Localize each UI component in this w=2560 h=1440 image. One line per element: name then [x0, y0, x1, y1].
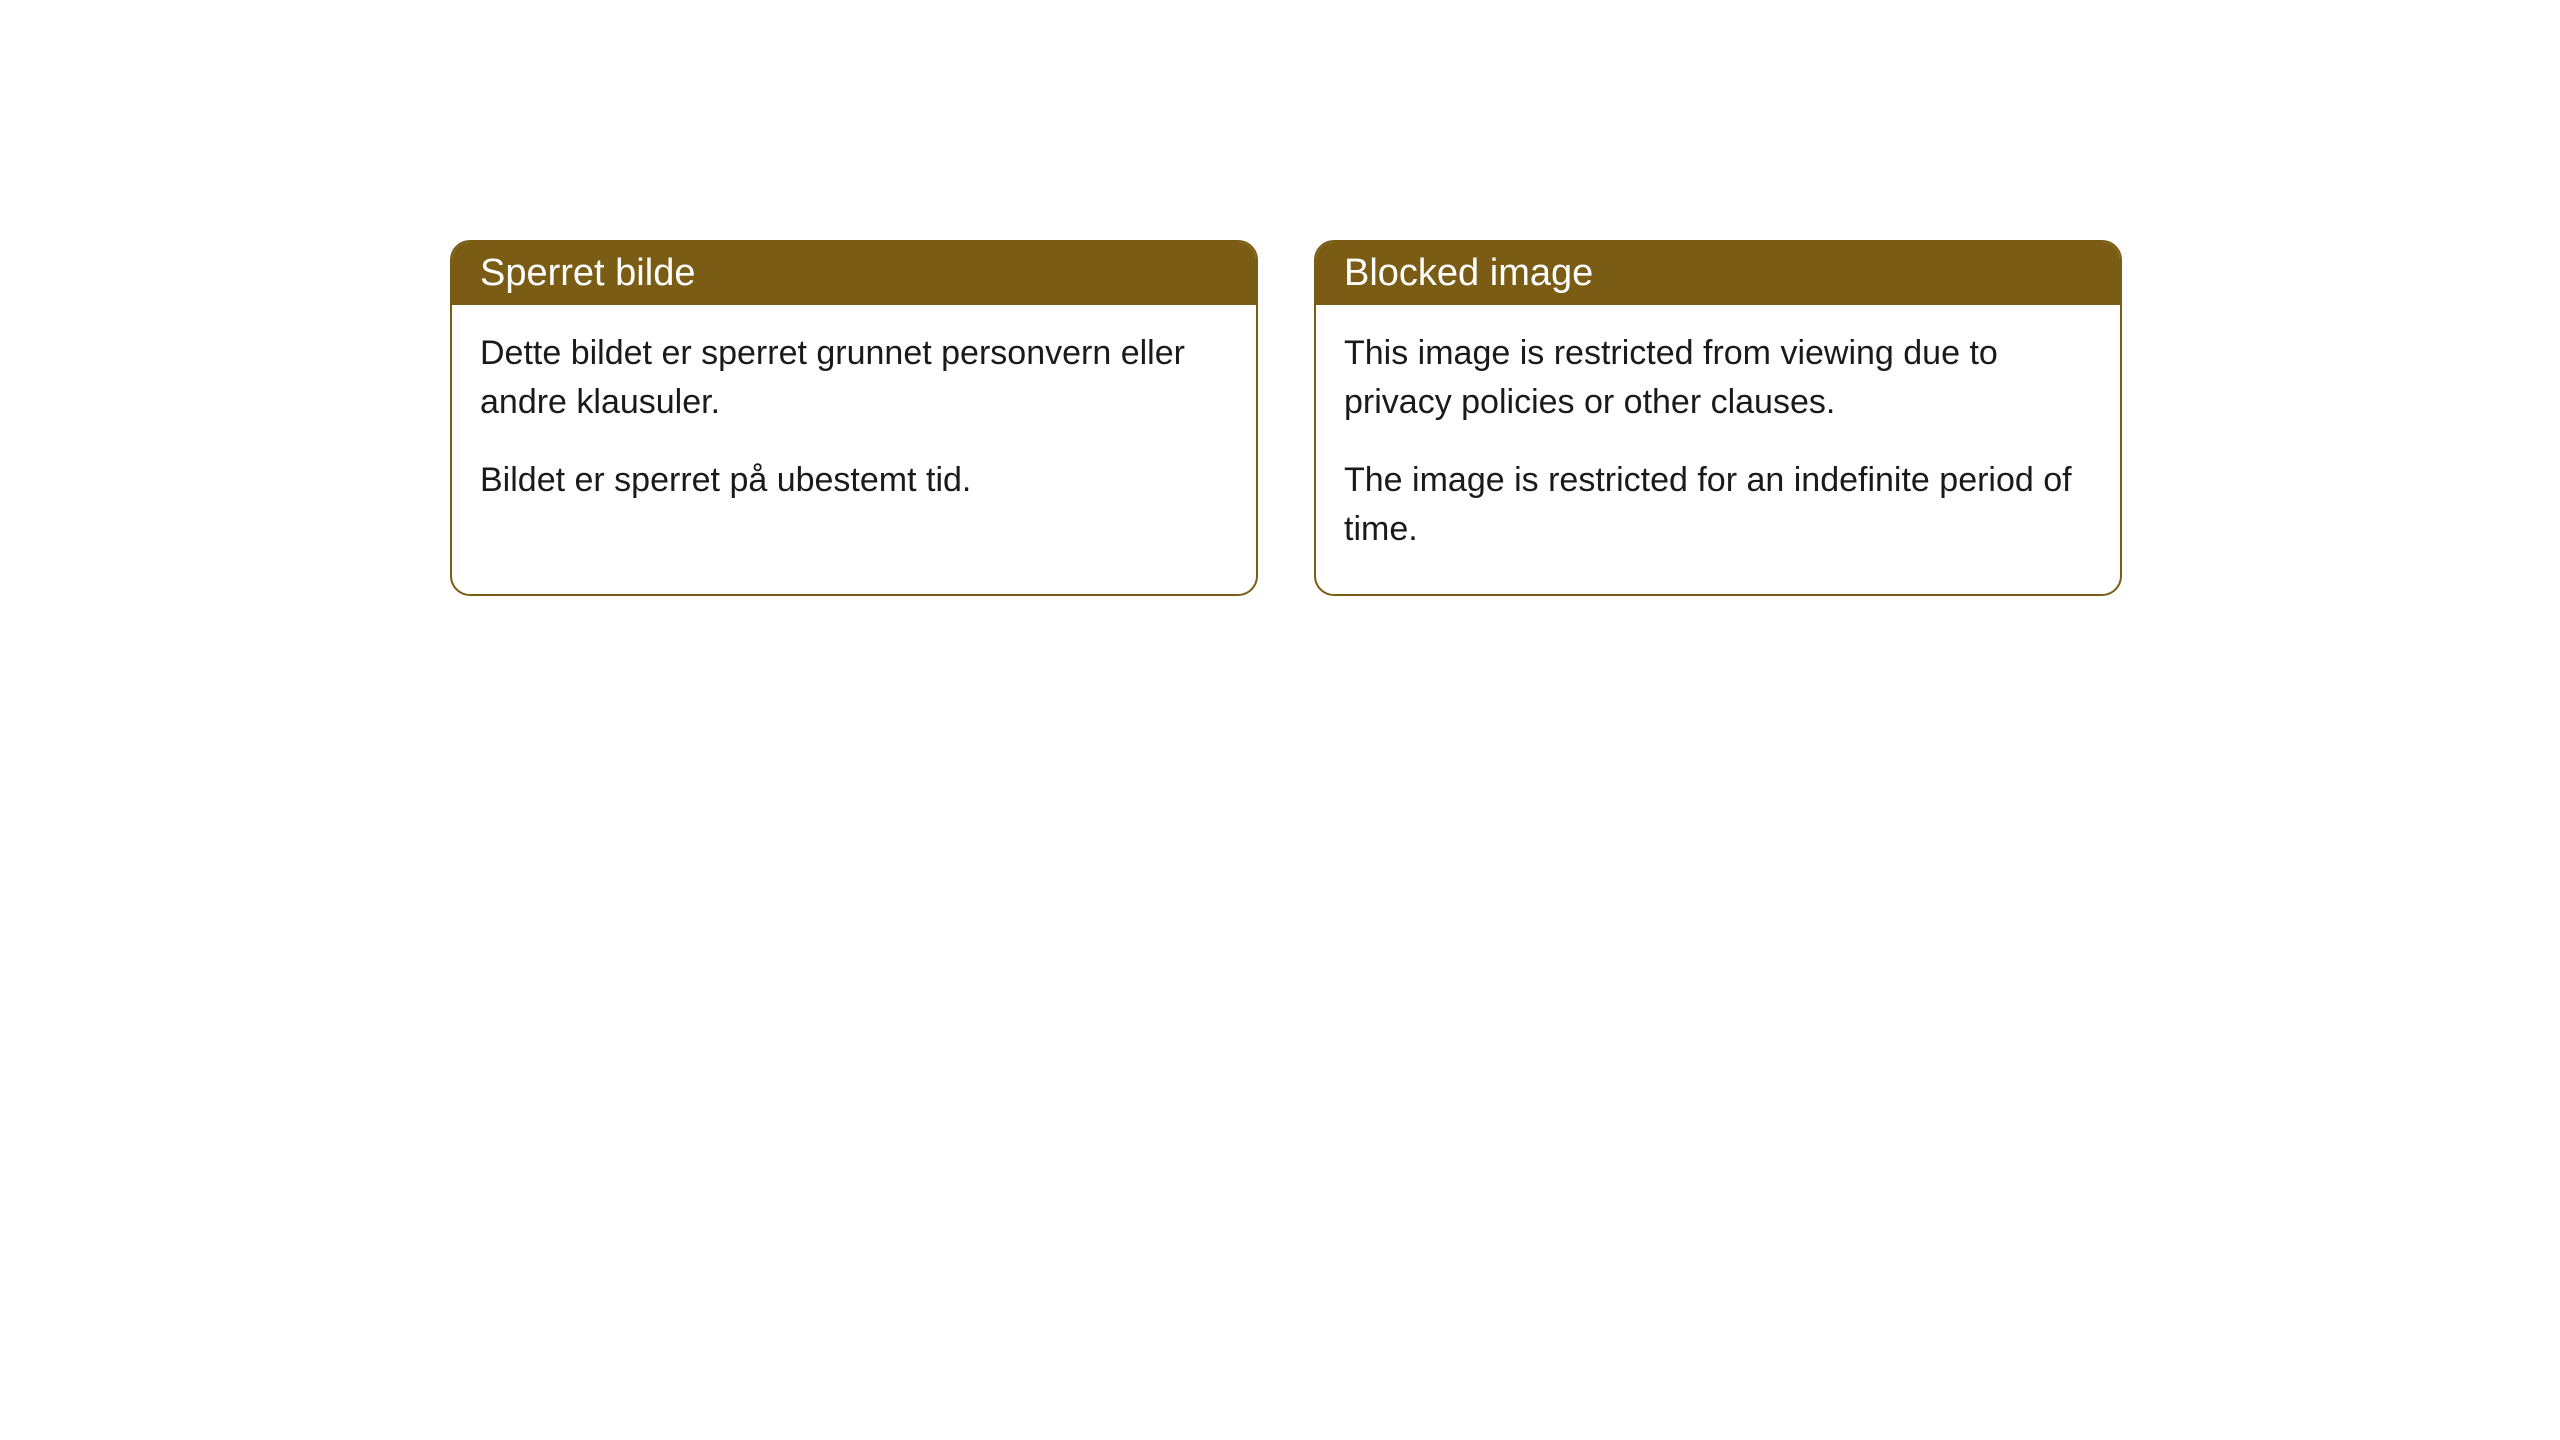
notice-card-paragraph: Dette bildet er sperret grunnet personve… [480, 329, 1228, 428]
notice-card-english: Blocked image This image is restricted f… [1314, 240, 2122, 596]
notice-card-norwegian: Sperret bilde Dette bildet er sperret gr… [450, 240, 1258, 596]
notice-card-body: This image is restricted from viewing du… [1316, 305, 2120, 594]
notice-cards-container: Sperret bilde Dette bildet er sperret gr… [450, 240, 2122, 596]
notice-card-paragraph: This image is restricted from viewing du… [1344, 329, 2092, 428]
notice-card-title: Blocked image [1316, 242, 2120, 305]
notice-card-paragraph: Bildet er sperret på ubestemt tid. [480, 456, 1228, 505]
notice-card-title: Sperret bilde [452, 242, 1256, 305]
notice-card-body: Dette bildet er sperret grunnet personve… [452, 305, 1256, 545]
notice-card-paragraph: The image is restricted for an indefinit… [1344, 456, 2092, 555]
